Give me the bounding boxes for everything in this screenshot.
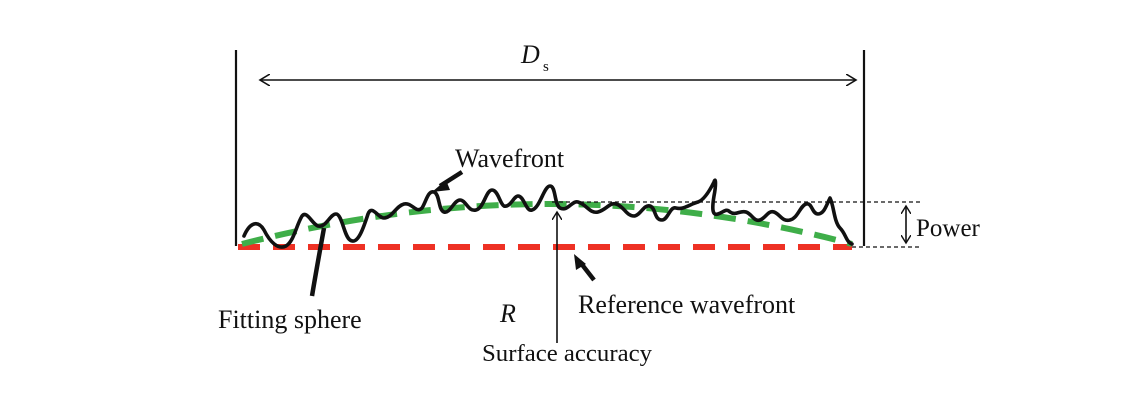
wavefront-label: Wavefront: [455, 144, 565, 173]
diagram-canvas: D s Power Wavefront Fitting sphere Refer…: [0, 0, 1140, 404]
power-label: Power: [916, 215, 981, 242]
fitting-sphere-pointer: [312, 228, 324, 296]
surface-accuracy-label: Surface accuracy: [482, 341, 652, 367]
reference-wavefront-label: Reference wavefront: [578, 290, 796, 319]
radius-label: R: [499, 299, 516, 328]
aperture-subscript: s: [543, 59, 549, 75]
aperture-label: D: [520, 40, 540, 69]
fitting-sphere-label: Fitting sphere: [218, 305, 362, 334]
fitting-sphere-curve: [242, 204, 852, 244]
measured-wavefront-curve: [244, 180, 852, 247]
surface-accuracy-diagram: D s Power Wavefront Fitting sphere Refer…: [0, 0, 1140, 404]
